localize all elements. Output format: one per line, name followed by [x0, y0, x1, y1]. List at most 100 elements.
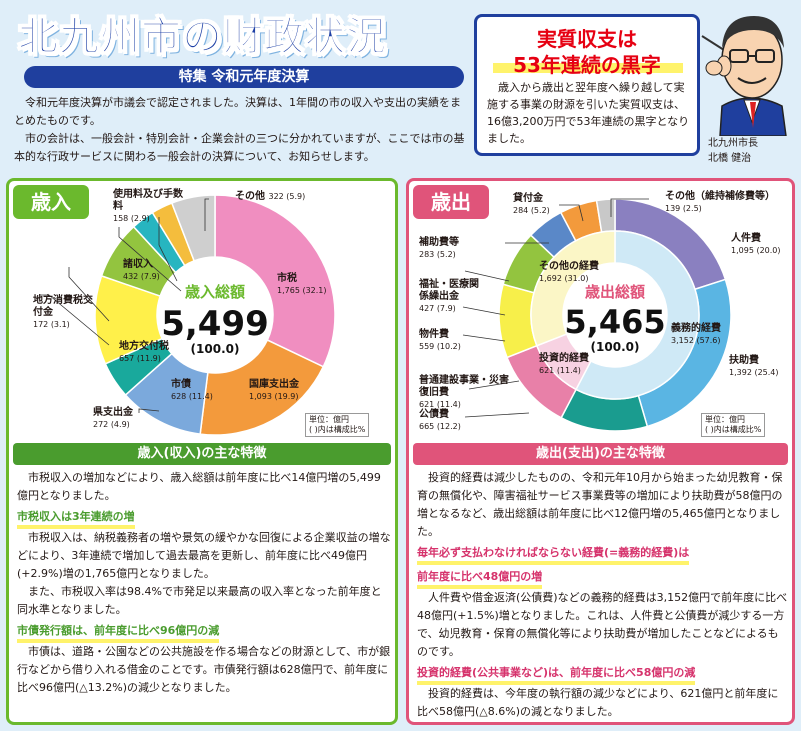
expenditure-label-投資的経費: 投資的経費 621 (11.4) — [539, 353, 589, 377]
surplus-title-line-2: 53年連続の黒字 — [513, 53, 661, 77]
surplus-body: 歳入から歳出と翌年度へ繰り越して実施する事業の財源を引いた実質収支は、16億3,… — [487, 81, 690, 145]
label-value: 621 (11.4) — [539, 366, 581, 375]
label-value: 284 (5.2) — [513, 206, 550, 215]
expenditure-leader-lines — [462, 198, 649, 418]
revenue-label-県支出金: 県支出金 272 (4.9) — [93, 407, 133, 431]
label-value: 628 (11.4) — [171, 392, 213, 401]
revenue-label-地方消費税交付金: 地方消費税交付金 172 (3.1) — [33, 295, 95, 331]
revenue-leader-lines — [39, 198, 209, 413]
label-name: 県支出金 — [93, 407, 133, 418]
revenue-paragraph-3: また、市税収入率は98.4%で市発足以来最高の収入率となった前年度と同水準となり… — [17, 585, 382, 616]
revenue-text: 市税収入の増加などにより、歳入総額は前年度に比べ14億円増の5,499億円となり… — [17, 469, 391, 697]
label-value: 139 (2.5) — [665, 204, 702, 213]
revenue-center-label: 歳入総額 — [185, 283, 245, 301]
label-name: その他の経費 — [539, 261, 599, 272]
expenditure-text: 投資的経費は減少したものの、令和元年10月から始まった幼児教育・保育の無償化や、… — [417, 469, 789, 721]
expenditure-label-その他の経費: その他の経費 1,692 (31.0) — [539, 261, 599, 285]
expenditure-paragraph-2: 人件費や借金返済(公債費)などの義務的経費は3,152億円で前年度に比べ48億円… — [417, 591, 788, 658]
label-name: 市税 — [277, 273, 297, 284]
expenditure-label-義務的経費: 義務的経費 3,152 (57.6) — [671, 323, 721, 347]
unit-line-1: 単位：億円 — [309, 415, 349, 424]
revenue-label-使用料及び手数料: 使用料及び手数料 158 (2.9) — [113, 189, 185, 225]
label-value: 158 (2.9) — [113, 214, 150, 223]
expenditure-highlight-2: 投資的経費(公共事業など)は、前年度に比べ58億円の減 — [417, 665, 696, 685]
label-value: 172 (3.1) — [33, 320, 70, 329]
label-value: 1,765 (32.1) — [277, 286, 327, 295]
label-name: 地方消費税交付金 — [33, 295, 93, 318]
label-value: 559 (10.2) — [419, 342, 461, 351]
revenue-panel: 歳入 歳入総額 5,499 (100.0) 市税 1,765 (32.1) 国庫支… — [6, 178, 398, 725]
revenue-tab: 歳入 — [13, 185, 89, 219]
label-value: 1,095 (20.0) — [731, 246, 781, 255]
page-title: 北九州市の財政状況 — [17, 13, 387, 60]
expenditure-label-公債費: 公債費 665 (12.2) — [419, 409, 461, 433]
label-value: 432 (7.9) — [123, 272, 160, 281]
mayor-illustration — [701, 16, 787, 136]
label-name: 人件費 — [731, 233, 761, 244]
expenditure-label-貸付金: 貸付金 284 (5.2) — [513, 193, 550, 217]
label-value: 283 (5.2) — [419, 250, 456, 259]
expenditure-center-label: 歳出総額 — [585, 283, 645, 301]
revenue-label-市債: 市債 628 (11.4) — [171, 379, 213, 403]
label-name: 市債 — [171, 379, 191, 390]
revenue-paragraph-4: 市債は、道路・公園などの公共施設を作る場合などの財源として、市が銀行などから借り… — [17, 645, 391, 694]
label-name: 公債費 — [419, 409, 449, 420]
revenue-paragraph-2: 市税収入は、納税義務者の増や景気の緩やかな回復による企業収益の増などにより、3年… — [17, 531, 391, 580]
unit-line-1: 単位：億円 — [705, 415, 745, 424]
mayor-caption: 北九州市長 北橋 健治 — [708, 136, 788, 166]
label-name: 扶助費 — [729, 355, 759, 366]
expenditure-total: 5,465 — [564, 303, 665, 341]
revenue-donut-chart: 歳入総額 5,499 (100.0) — [94, 194, 336, 436]
label-name: 福祉・医療関係繰出金 — [419, 279, 479, 302]
revenue-highlight-1: 市税収入は3年連続の増 — [17, 509, 135, 529]
revenue-section-heading: 歳入(収入)の主な特徴 — [13, 443, 391, 465]
label-value: 657 (11.9) — [119, 354, 161, 363]
label-value: 322 (5.9) — [268, 192, 306, 201]
revenue-label-その他: その他 322 (5.9) — [235, 191, 305, 203]
highlight-marker — [493, 63, 683, 73]
label-name: 投資的経費 — [539, 353, 589, 364]
label-name: 義務的経費 — [671, 323, 721, 334]
mayor-name: 北橋 健治 — [708, 153, 752, 164]
label-value: 1,093 (19.9) — [249, 392, 299, 401]
expenditure-section-heading: 歳出(支出)の主な特徴 — [413, 443, 788, 465]
label-name: 諸収入 — [123, 259, 153, 270]
page-subtitle: 特集 令和元年度決算 — [24, 66, 464, 88]
expenditure-paragraph-1: 投資的経費は減少したものの、令和元年10月から始まった幼児教育・保育の無償化や、… — [417, 471, 783, 538]
expenditure-tab: 歳出 — [413, 185, 489, 219]
label-value: 1,392 (25.4) — [729, 368, 779, 377]
revenue-label-市税: 市税 1,765 (32.1) — [277, 273, 327, 297]
label-name: 国庫支出金 — [249, 379, 299, 390]
expenditure-label-補助費等: 補助費等 283 (5.2) — [419, 237, 459, 261]
label-value: 621 (11.4) — [419, 400, 461, 409]
intro-text: 令和元年度決算が市議会で認定されました。決算は、1年間の市の収入や支出の実績をま… — [14, 94, 466, 166]
surplus-title-line-1: 実質収支は — [537, 27, 637, 51]
label-value: 427 (7.9) — [419, 304, 456, 313]
intro-paragraph-1: 令和元年度決算が市議会で認定されました。決算は、1年間の市の収入や支出の実績をま… — [14, 96, 461, 127]
expenditure-highlight-1a: 毎年必ず支払わなければならない経費(=義務的経費)は — [417, 545, 690, 565]
intro-paragraph-2: 市の会計は、一般会計・特別会計・企業会計の三つに分かれていますが、ここでは市の基… — [14, 132, 465, 163]
revenue-unit-note: 単位：億円( )内は構成比% — [305, 413, 370, 437]
revenue-label-地方交付税: 地方交付税 657 (11.9) — [119, 341, 169, 365]
label-name: 地方交付税 — [119, 341, 169, 352]
label-value: 3,152 (57.6) — [671, 336, 721, 345]
label-name: 使用料及び手数料 — [113, 189, 183, 212]
label-name: その他 — [235, 191, 265, 202]
expenditure-label-人件費: 人件費 1,095 (20.0) — [731, 233, 781, 257]
mayor-role: 北九州市長 — [708, 138, 758, 149]
label-name: 補助費等 — [419, 237, 459, 248]
label-name: その他（維持補修費等） — [665, 191, 775, 202]
expenditure-panel: 歳出 歳出総額 5,465 (100.0) その他（維持補修費等） 139 (2.… — [406, 178, 795, 725]
expenditure-total-pct: (100.0) — [591, 340, 640, 354]
expenditure-unit-note: 単位：億円( )内は構成比% — [701, 413, 766, 437]
revenue-total: 5,499 — [161, 304, 269, 344]
unit-line-2: ( )内は構成比% — [705, 425, 762, 434]
revenue-paragraph-1: 市税収入の増加などにより、歳入総額は前年度に比べ14億円増の5,499億円となり… — [17, 471, 381, 502]
label-name: 貸付金 — [513, 193, 543, 204]
revenue-highlight-2: 市債発行額は、前年度に比べ96億円の減 — [17, 623, 220, 643]
revenue-total-pct: (100.0) — [191, 342, 240, 356]
surplus-box: 実質収支は 53年連続の黒字 歳入から歳出と翌年度へ繰り越して実施する事業の財源… — [474, 14, 700, 156]
label-value: 665 (12.2) — [419, 422, 461, 431]
revenue-label-国庫支出金: 国庫支出金 1,093 (19.9) — [249, 379, 299, 403]
expenditure-inner-slice-義務的経費 — [575, 230, 700, 400]
